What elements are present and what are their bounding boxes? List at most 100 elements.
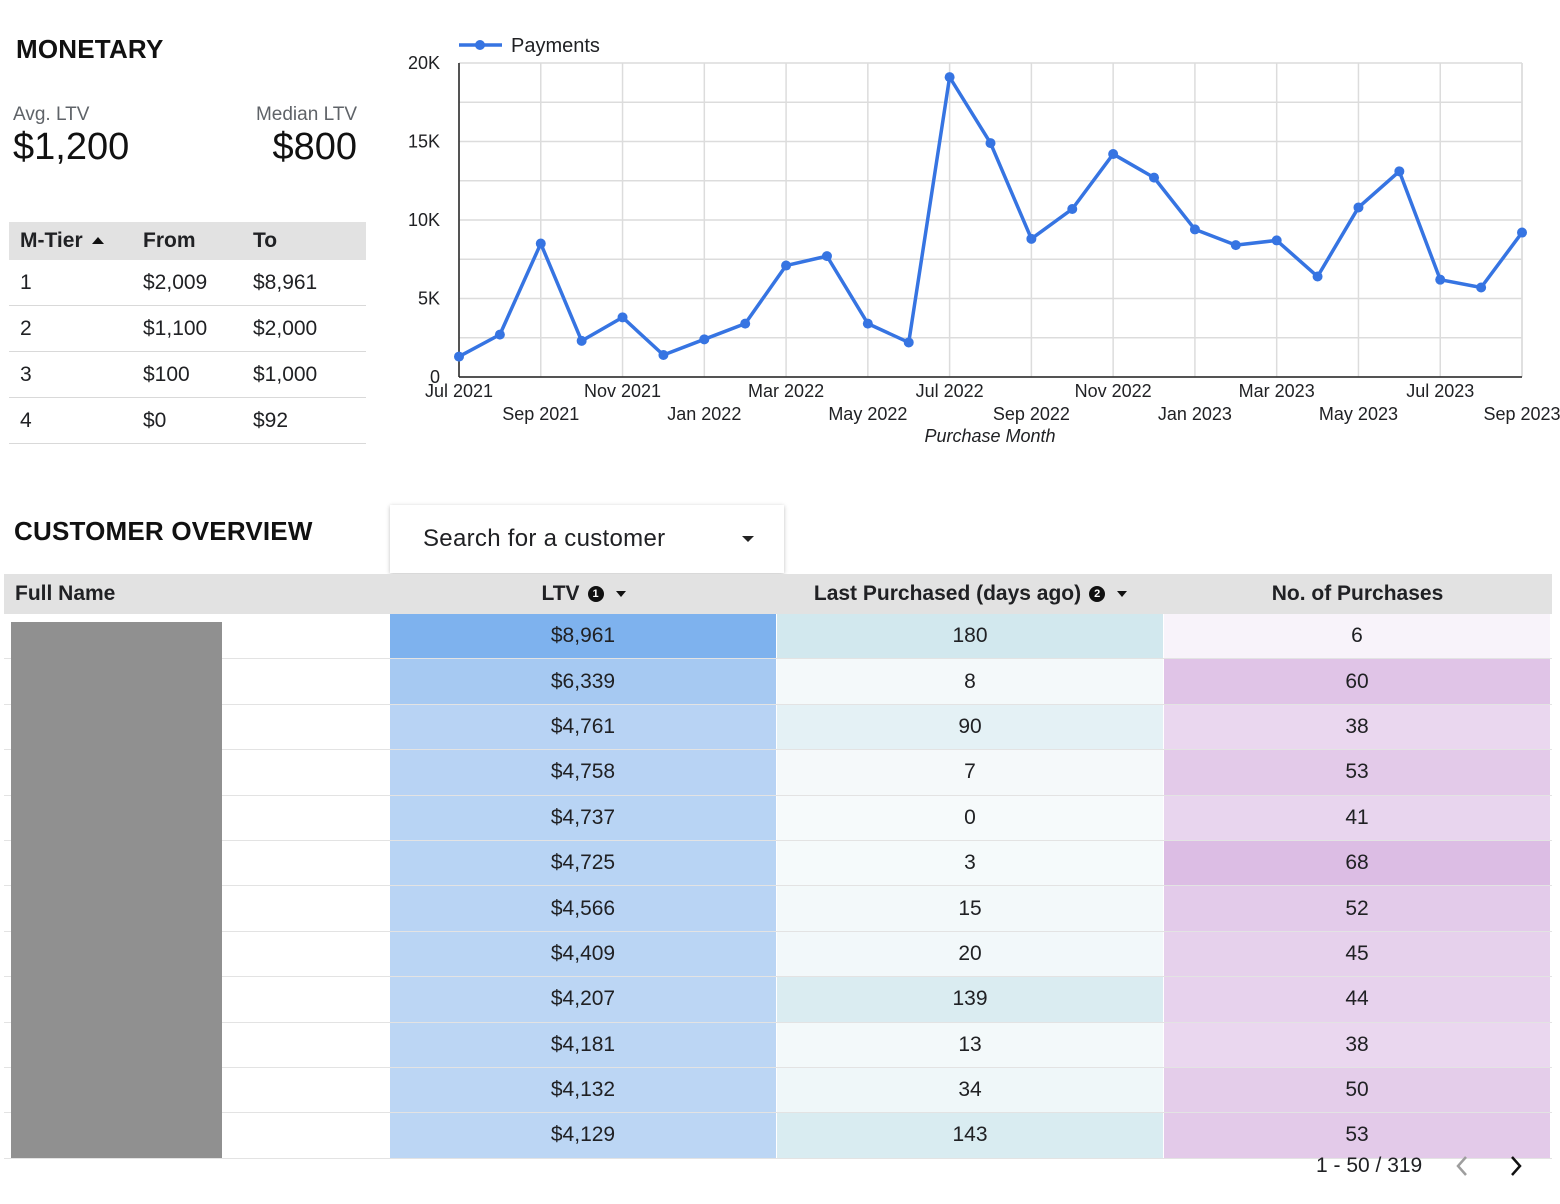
data-point bbox=[862, 318, 873, 329]
customer-table: Full Name LTV 1 Last Purchased (days ago… bbox=[4, 574, 1552, 1159]
tier-cell: 2 bbox=[20, 316, 32, 340]
table-row[interactable]: $4,566 15 52 bbox=[4, 886, 1552, 932]
purchases-cell: 44 bbox=[1164, 977, 1551, 1022]
m-tier-column-header[interactable]: M-Tier bbox=[9, 229, 143, 253]
from-cell: $2,009 bbox=[143, 270, 208, 294]
data-point bbox=[903, 337, 914, 348]
purchases-cell: 52 bbox=[1164, 886, 1551, 931]
tier-cell: 3 bbox=[20, 362, 32, 386]
y-tick-label: 10K bbox=[408, 210, 440, 230]
next-page-button[interactable] bbox=[1502, 1152, 1530, 1180]
dropdown-caret-icon bbox=[742, 536, 754, 542]
table-row[interactable]: $6,339 8 60 bbox=[4, 659, 1552, 705]
table-row[interactable]: $4,758 7 53 bbox=[4, 750, 1552, 796]
last-purchased-cell: 34 bbox=[777, 1067, 1164, 1113]
table-row[interactable]: $4,409 20 45 bbox=[4, 931, 1552, 978]
ltv-cell: $4,566 bbox=[390, 886, 777, 931]
x-tick-label: Nov 2022 bbox=[1075, 381, 1152, 401]
table-row[interactable]: $4,129 143 53 bbox=[4, 1113, 1552, 1159]
last-purchased-cell: 3 bbox=[777, 840, 1164, 886]
median-ltv-value: $800 bbox=[272, 126, 357, 168]
table-row[interactable]: $4,737 0 41 bbox=[4, 795, 1552, 841]
customer-search-placeholder: Search for a customer bbox=[423, 525, 666, 552]
purchases-cell: 53 bbox=[1164, 1113, 1551, 1158]
data-point bbox=[1026, 233, 1037, 244]
customer-table-header: Full Name LTV 1 Last Purchased (days ago… bbox=[4, 574, 1552, 614]
purchases-cell: 6 bbox=[1164, 614, 1551, 659]
m-tier-header: M-Tier From To bbox=[9, 222, 366, 260]
info-1-icon: 1 bbox=[587, 586, 604, 602]
to-cell: $92 bbox=[253, 408, 289, 432]
x-tick-label: Jul 2022 bbox=[916, 381, 984, 401]
info-2-icon: 2 bbox=[1089, 586, 1106, 602]
full-name-column-header[interactable]: Full Name bbox=[15, 582, 116, 605]
ltv-column-header[interactable]: LTV 1 bbox=[390, 582, 777, 606]
purchases-column-header[interactable]: No. of Purchases bbox=[1271, 582, 1444, 605]
legend-marker bbox=[475, 40, 485, 50]
ltv-cell: $4,725 bbox=[390, 840, 777, 886]
legend-label: Payments bbox=[511, 35, 600, 57]
table-row[interactable]: $4,132 34 50 bbox=[4, 1067, 1552, 1114]
customer-search-dropdown[interactable]: Search for a customer bbox=[390, 505, 784, 573]
purchases-cell: 38 bbox=[1164, 1022, 1551, 1067]
y-tick-label: 5K bbox=[418, 289, 440, 309]
last-purchased-cell: 13 bbox=[777, 1022, 1164, 1067]
ltv-cell: $4,181 bbox=[390, 1022, 777, 1067]
table-row[interactable]: $4,181 13 38 bbox=[4, 1022, 1552, 1068]
ltv-header-label: LTV bbox=[541, 582, 580, 605]
data-point bbox=[781, 260, 792, 271]
tier-cell: 1 bbox=[20, 270, 32, 294]
sort-descending-icon bbox=[1117, 591, 1128, 597]
x-tick-label: Nov 2021 bbox=[584, 381, 661, 401]
from-cell: $100 bbox=[143, 362, 190, 386]
y-tick-label: 20K bbox=[408, 53, 440, 73]
data-point bbox=[1435, 274, 1446, 285]
table-row[interactable]: $4,207 139 44 bbox=[4, 977, 1552, 1023]
last-purchased-cell: 20 bbox=[777, 931, 1164, 977]
purchases-cell: 53 bbox=[1164, 750, 1551, 795]
y-tick-label: 15K bbox=[408, 132, 440, 152]
ltv-cell: $4,207 bbox=[390, 977, 777, 1022]
last-purchased-cell: 139 bbox=[777, 977, 1164, 1022]
customer-table-body: $8,961 180 6 $6,339 8 60 $4,761 90 38 $4,758 7 53 $4… bbox=[4, 614, 1552, 1159]
table-row[interactable]: $8,961 180 6 bbox=[4, 614, 1552, 660]
purchases-cell: 38 bbox=[1164, 704, 1551, 750]
data-point bbox=[699, 334, 710, 345]
monetary-title: MONETARY bbox=[16, 34, 164, 64]
to-cell: $8,961 bbox=[253, 270, 318, 294]
to-cell: $1,000 bbox=[253, 362, 318, 386]
sort-descending-icon bbox=[615, 591, 626, 597]
last-purchased-cell: 7 bbox=[777, 750, 1164, 795]
purchases-cell: 45 bbox=[1164, 931, 1551, 977]
to-column-header[interactable]: To bbox=[253, 229, 278, 252]
last-purchased-cell: 180 bbox=[777, 614, 1164, 659]
x-tick-label: Jan 2022 bbox=[667, 404, 741, 424]
data-point bbox=[1108, 149, 1119, 160]
data-point bbox=[494, 329, 505, 340]
chevron-left-icon bbox=[1456, 1156, 1468, 1176]
from-column-header[interactable]: From bbox=[143, 229, 196, 252]
m-tier-table: M-Tier From To 1 $2,009 $8,961 2 $1,100 … bbox=[9, 222, 366, 444]
x-tick-label: Jul 2021 bbox=[425, 381, 493, 401]
ltv-cell: $4,409 bbox=[390, 931, 777, 977]
ltv-cell: $4,758 bbox=[390, 750, 777, 795]
last-purchased-cell: 143 bbox=[777, 1113, 1164, 1158]
table-row: 1 $2,009 $8,961 bbox=[9, 260, 366, 306]
purchases-cell: 60 bbox=[1164, 659, 1551, 704]
data-point bbox=[1517, 227, 1527, 238]
data-point bbox=[944, 72, 955, 83]
last-purchased-cell: 15 bbox=[777, 886, 1164, 931]
data-point bbox=[1189, 224, 1200, 235]
data-point bbox=[1476, 282, 1487, 293]
x-tick-label: May 2022 bbox=[828, 404, 907, 424]
data-point bbox=[1067, 204, 1078, 215]
sort-ascending-icon bbox=[91, 237, 104, 244]
table-row: 2 $1,100 $2,000 bbox=[9, 306, 366, 352]
previous-page-button[interactable] bbox=[1448, 1152, 1476, 1180]
data-point bbox=[576, 335, 587, 346]
last-purchased-column-header[interactable]: Last Purchased (days ago) 2 bbox=[777, 582, 1164, 606]
table-row[interactable]: $4,761 90 38 bbox=[4, 704, 1552, 751]
ltv-cell: $6,339 bbox=[390, 659, 777, 704]
